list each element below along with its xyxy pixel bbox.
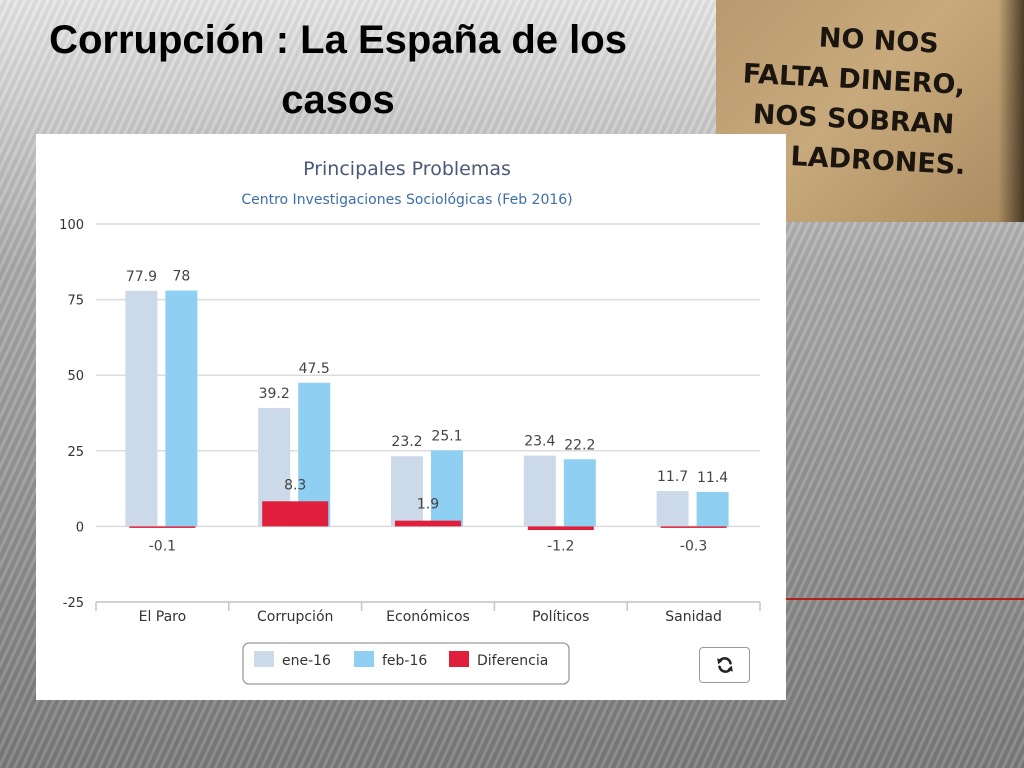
x-tick-label: Corrupción	[257, 609, 333, 625]
data-label-diferencia: -0.1	[149, 538, 176, 554]
accent-line	[786, 598, 1024, 600]
data-label-feb-16: 11.4	[697, 470, 728, 486]
data-label-feb-16: 47.5	[299, 361, 330, 377]
legend-swatch	[254, 651, 274, 667]
data-label-diferencia: 1.9	[417, 497, 439, 513]
legend-label: feb-16	[382, 653, 427, 669]
data-label-ene-16: 39.2	[259, 386, 290, 402]
bar-ene-16	[656, 491, 689, 527]
bar-diferencia	[395, 520, 461, 527]
slide-title-line-1: Corrupción : La España de los	[49, 18, 627, 62]
legend-box	[242, 642, 570, 685]
x-tick-label: Económicos	[386, 609, 470, 625]
data-label-ene-16: 23.2	[391, 434, 422, 450]
chart-subtitle: Centro Investigaciones Sociológicas (Feb…	[241, 192, 572, 208]
bar-chart: Principales Problemas Centro Investigacio…	[59, 158, 761, 685]
x-tick-label: Políticos	[532, 609, 589, 625]
y-tick-label: 0	[76, 520, 84, 535]
legend-swatch	[354, 651, 374, 667]
data-label-feb-16: 22.2	[564, 437, 595, 453]
bar-ene-16	[523, 455, 556, 527]
data-label-ene-16: 11.7	[657, 469, 688, 485]
bar-diferencia	[660, 526, 727, 528]
bar-feb-16	[431, 450, 463, 527]
data-label-feb-16: 78	[172, 269, 190, 285]
chart-title: Principales Problemas	[303, 158, 511, 180]
bar-diferencia	[527, 526, 594, 531]
bar-feb-16	[696, 491, 729, 527]
bar-ene-16	[125, 290, 158, 527]
data-label-feb-16: 25.1	[431, 428, 462, 444]
bar-diferencia	[262, 501, 329, 527]
refresh-button[interactable]	[699, 647, 750, 683]
x-tick-label: Sanidad	[665, 609, 722, 625]
y-tick-label: 50	[67, 369, 84, 384]
y-tick-label: 75	[67, 294, 84, 309]
legend-swatch	[449, 651, 469, 667]
bar-feb-16	[563, 459, 596, 527]
bar-feb-16	[165, 290, 198, 527]
slide-title-line-2: casos	[281, 78, 395, 122]
sign-shadow	[998, 0, 1024, 222]
data-label-diferencia: 8.3	[284, 477, 306, 493]
y-tick-label: 25	[67, 445, 84, 460]
legend-label: ene-16	[282, 653, 331, 669]
chart-panel: Principales Problemas Centro Investigacio…	[36, 134, 786, 700]
y-tick-label: -25	[63, 596, 84, 611]
data-label-diferencia: -0.3	[680, 538, 707, 554]
data-label-ene-16: 23.4	[524, 434, 555, 450]
slide-title: Corrupción : La España de los casos	[0, 10, 676, 130]
x-tick-label: El Paro	[139, 609, 187, 625]
y-tick-label: 100	[59, 218, 84, 233]
bar-diferencia	[129, 526, 196, 528]
data-label-diferencia: -1.2	[547, 538, 574, 554]
refresh-icon	[716, 657, 733, 673]
data-label-ene-16: 77.9	[126, 269, 157, 285]
bar-ene-16	[391, 456, 423, 527]
legend-label: Diferencia	[477, 653, 548, 669]
